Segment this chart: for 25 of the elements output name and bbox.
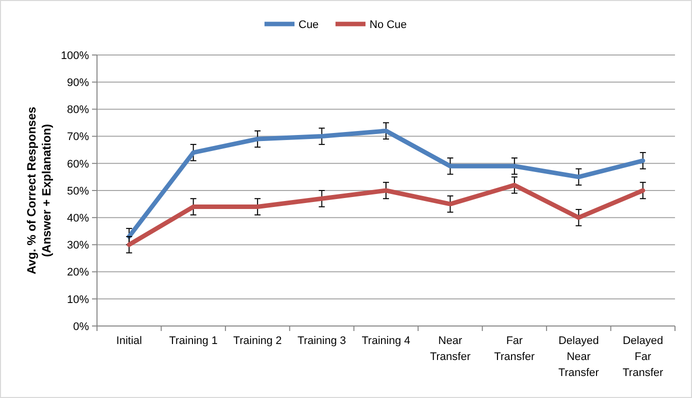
y-tick-label: 80% bbox=[66, 104, 90, 116]
legend-label: Cue bbox=[298, 18, 319, 31]
y-tick-label: 20% bbox=[66, 266, 90, 279]
x-tick-label: Training 1 bbox=[169, 335, 218, 347]
y-tick-label: 30% bbox=[66, 240, 90, 252]
y-tick-label: 0% bbox=[73, 320, 90, 333]
legend-label: No Cue bbox=[370, 18, 407, 31]
x-tick-label: Training 2 bbox=[233, 335, 282, 347]
x-tick-label: Near Transfer bbox=[430, 335, 471, 363]
x-tick-label: Delayed Near Transfer bbox=[558, 335, 600, 379]
x-tick-label: Training 3 bbox=[298, 335, 346, 347]
line-series bbox=[126, 182, 646, 247]
y-tick-label: 50% bbox=[66, 185, 90, 198]
y-tick-label: 90% bbox=[66, 76, 90, 89]
y-tick-label: 60% bbox=[66, 158, 90, 170]
y-axis-title: Avg. % of Correct Responses (Answer + Explanation) bbox=[24, 106, 54, 274]
y-tick-label: 10% bbox=[66, 294, 90, 306]
y-tick-label: 100% bbox=[60, 50, 90, 62]
x-tick-label: Initial bbox=[116, 335, 142, 347]
x-tick-label: Training 4 bbox=[362, 335, 410, 347]
line-series bbox=[126, 128, 646, 239]
x-tick-label: Delayed Far Transfer bbox=[622, 335, 664, 379]
x-tick-label: Far Transfer bbox=[494, 335, 536, 363]
y-tick-label: 70% bbox=[66, 131, 90, 144]
y-tick-label: 40% bbox=[66, 212, 90, 224]
